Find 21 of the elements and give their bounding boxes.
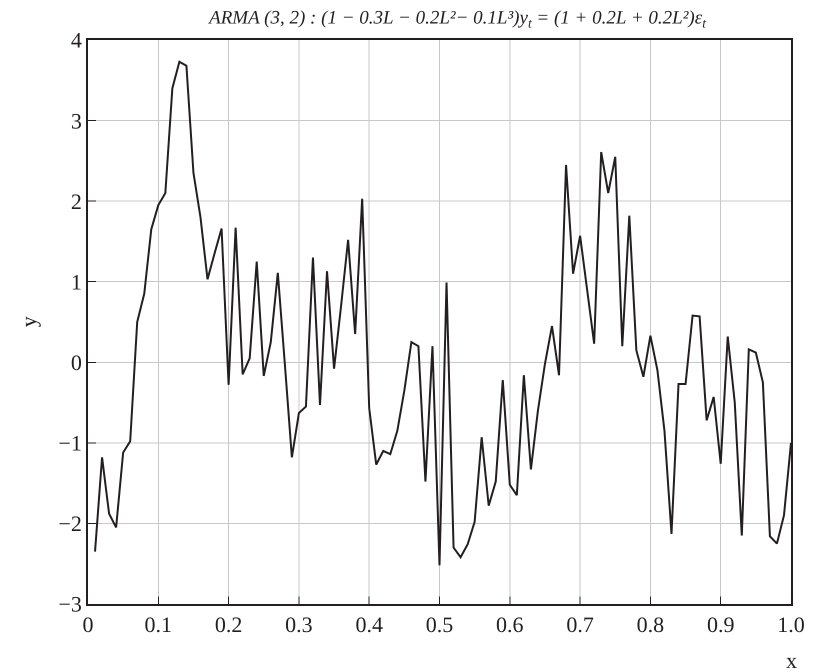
x-tick-label: 0.1	[144, 612, 172, 638]
x-tick-label: 0.3	[285, 612, 313, 638]
x-tick-label: 0.2	[214, 612, 242, 638]
y-tick-label: −2	[58, 511, 82, 536]
y-tick-label: 4	[70, 28, 82, 53]
y-tick-label: 0	[70, 350, 82, 375]
x-tick-label: 1.0	[777, 612, 805, 638]
x-tick-label: 0.5	[426, 612, 454, 638]
y-tick-label: −1	[58, 430, 82, 456]
x-tick-label: 0.7	[566, 612, 594, 638]
x-axis-title: x	[786, 648, 797, 672]
x-tick-label: 0.4	[355, 612, 383, 638]
y-tick-label: 2	[70, 188, 82, 214]
x-tick-label: 0.9	[706, 612, 734, 638]
y-tick-label: −3	[58, 592, 82, 617]
x-tick-label: 0.8	[636, 612, 664, 638]
y-tick-label: 3	[70, 108, 82, 134]
y-axis-title: y	[16, 316, 42, 328]
y-tick-label: 1	[70, 269, 82, 294]
x-tick-label: 0.6	[496, 612, 524, 638]
chart-title: ARMA (3, 2) : (1 − 0.3L − 0.2L²− 0.1L³)y$_{t}$ = (1 + 0.2L + 0.2L²)ε$_{t}$	[207, 7, 706, 30]
